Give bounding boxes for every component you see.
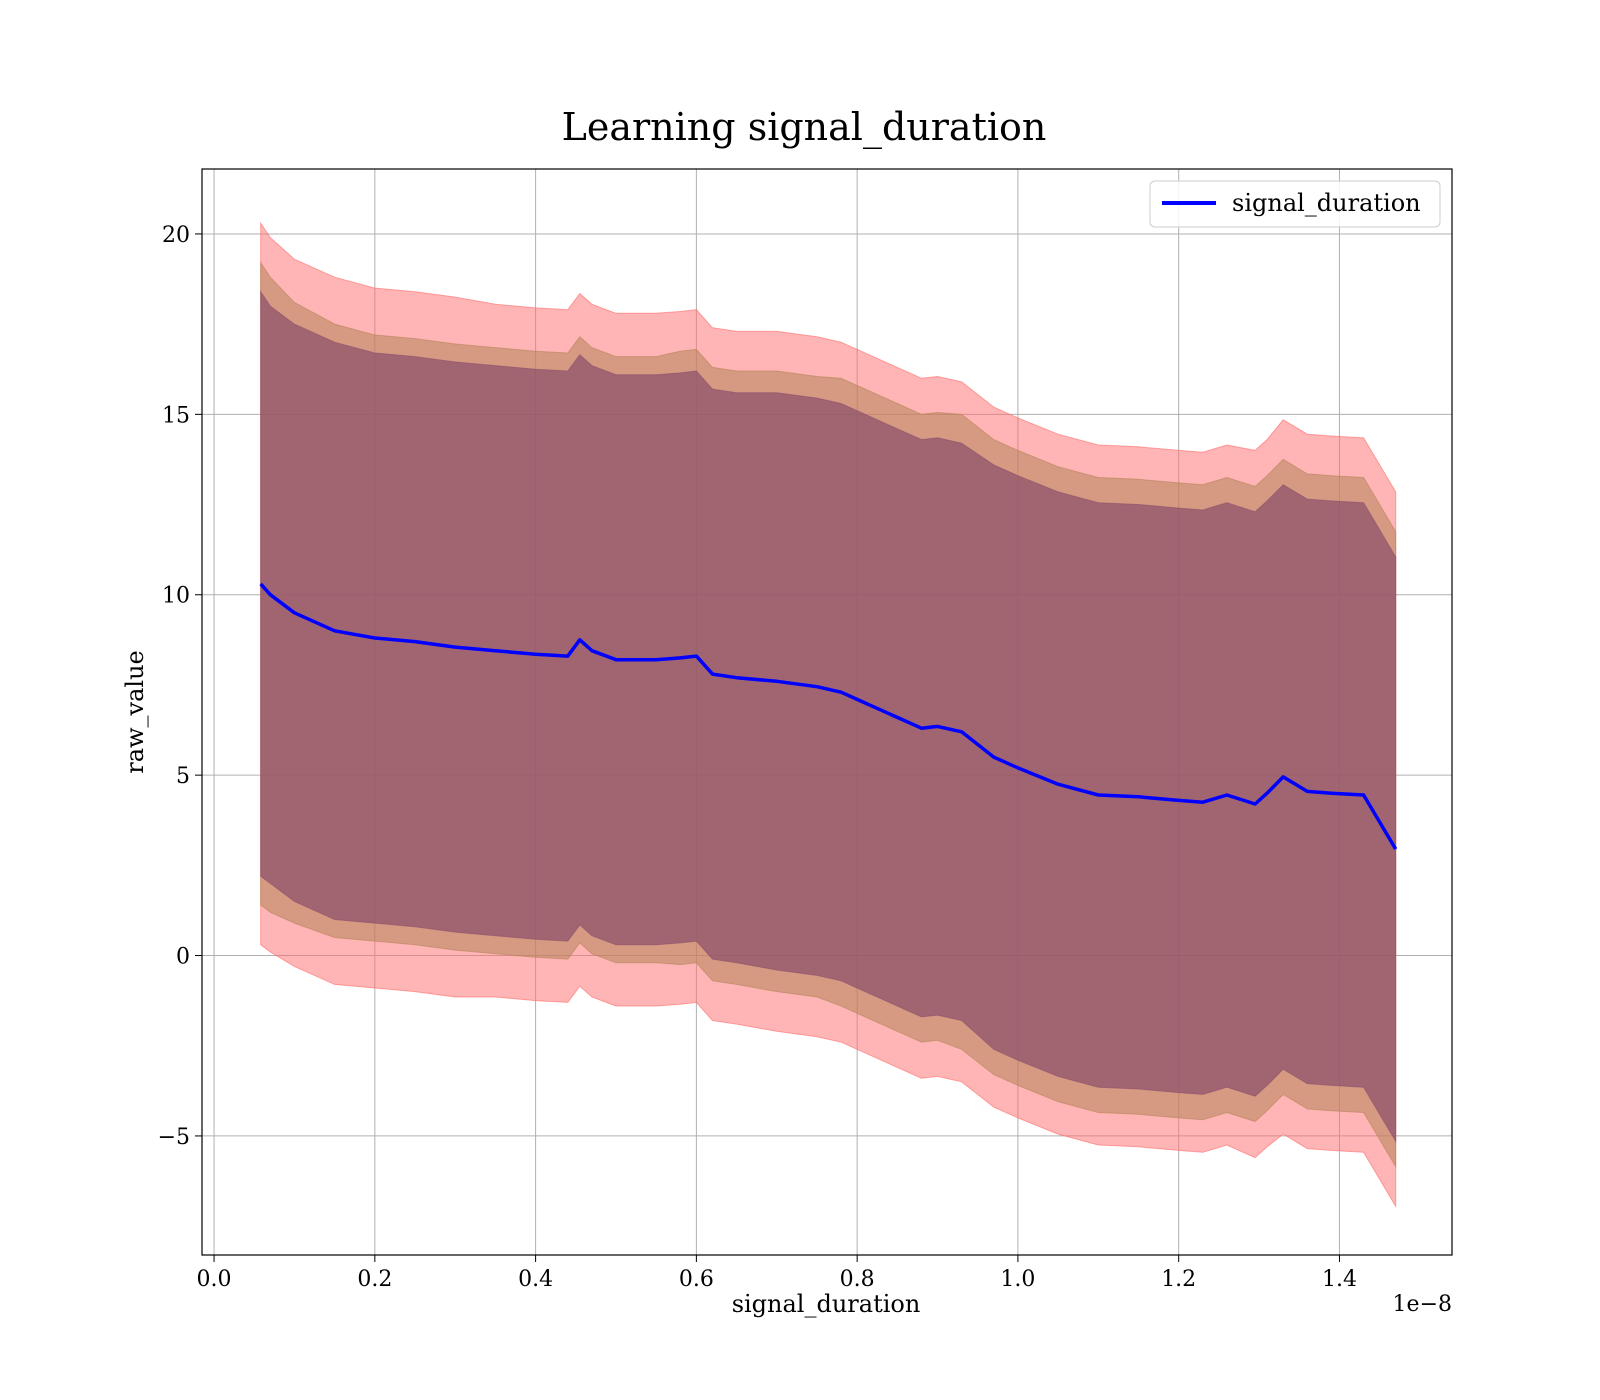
x-tick-label: 0.6 (679, 1267, 714, 1292)
series-lines (259, 582, 1398, 850)
x-tick-label: 0.0 (197, 1267, 232, 1292)
x-axis-label: signal_duration (732, 1290, 921, 1318)
confidence-band (260, 290, 1397, 1144)
x-offset-label: 1e−8 (1393, 1292, 1452, 1317)
x-tick-label: 1.0 (1000, 1267, 1035, 1292)
y-tick-label: 20 (162, 223, 190, 248)
legend-label: signal_duration (1232, 189, 1421, 217)
y-tick-label: 5 (176, 764, 190, 789)
y-tick-label: 0 (176, 945, 190, 970)
y-tick-label: −5 (158, 1125, 190, 1150)
plot-frame (201, 168, 1453, 1256)
axis-ticks: 0.0 0.2 0.4 0.6 0.8 1.0 1.2 1.4 −5 0 5 10 15 20 (158, 223, 1357, 1292)
x-tick-label: 1.2 (1161, 1267, 1196, 1292)
y-axis-label: raw_value (121, 650, 149, 774)
chart-title: Learning signal_duration (562, 105, 1047, 150)
series-line (259, 582, 1398, 850)
x-tick-label: 1.4 (1322, 1267, 1357, 1292)
y-tick-label: 10 (162, 584, 190, 609)
y-tick-label: 15 (162, 403, 190, 428)
legend: signal_duration (1149, 180, 1441, 228)
x-tick-label: 0.8 (840, 1267, 875, 1292)
x-tick-label: 0.2 (357, 1267, 392, 1292)
x-tick-label: 0.4 (518, 1267, 553, 1292)
legend-frame (1149, 180, 1441, 228)
confidence-bands (260, 221, 1397, 1209)
